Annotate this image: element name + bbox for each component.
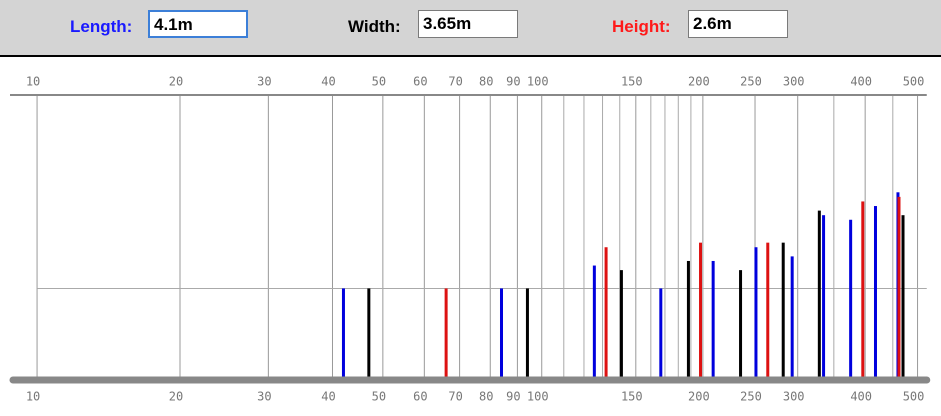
length-label: Length: [70, 17, 133, 36]
x-tick-label-top: 40 [321, 75, 335, 89]
x-tick-label-top: 70 [448, 75, 462, 89]
x-tick-label-bottom: 50 [372, 390, 386, 404]
x-tick-label-top: 200 [688, 75, 710, 89]
x-tick-label-bottom: 500 [903, 390, 925, 404]
x-tick-label-top: 50 [372, 75, 386, 89]
x-tick-label-top: 100 [527, 75, 549, 89]
mode-bar [619, 270, 623, 380]
x-tick-label-bottom: 60 [413, 390, 427, 404]
mode-bar [525, 288, 529, 380]
length-input[interactable]: 4.1m [148, 10, 248, 38]
mode-bar [861, 201, 865, 380]
x-tick-label-bottom: 400 [850, 390, 872, 404]
width-label: Width: [348, 17, 401, 36]
x-tick-label-top: 250 [740, 75, 762, 89]
x-tick-label-top: 80 [479, 75, 493, 89]
x-tick-label-bottom: 10 [26, 390, 40, 404]
x-tick-label-bottom: 80 [479, 390, 493, 404]
x-tick-label-bottom: 250 [740, 390, 762, 404]
width-input[interactable]: 3.65m [418, 10, 518, 38]
mode-bar [766, 242, 770, 380]
toolbar: Length: 4.1m Width: 3.65m Height: 2.6m [0, 0, 941, 57]
x-tick-label-top: 300 [783, 75, 805, 89]
mode-bar [790, 256, 794, 380]
mode-bar [659, 288, 663, 380]
chart: 10 10 20 20 30 30 40 40 50 50 60 60 70 70 80 80 90 90 100 1… [9, 75, 931, 404]
mode-bar [711, 260, 715, 380]
mode-bar [686, 260, 690, 380]
x-tick-label-bottom: 20 [169, 390, 183, 404]
mode-bar [699, 242, 703, 380]
mode-bar [897, 196, 901, 380]
mode-bar [754, 247, 758, 380]
mode-bar [367, 288, 371, 380]
x-tick-label-bottom: 30 [257, 390, 271, 404]
x-tick-label-bottom: 90 [506, 390, 520, 404]
x-tick-label-top: 60 [413, 75, 427, 89]
mode-bar [592, 265, 596, 380]
height-label: Height: [612, 17, 671, 36]
mode-bar [781, 242, 785, 380]
x-tick-label-top: 90 [506, 75, 520, 89]
x-tick-label-bottom: 100 [527, 390, 549, 404]
x-tick-label-bottom: 300 [783, 390, 805, 404]
x-tick-label-top: 10 [26, 75, 40, 89]
mode-bar [604, 247, 608, 380]
mode-bar [499, 288, 503, 380]
x-tick-label-bottom: 200 [688, 390, 710, 404]
mode-bar [822, 215, 826, 380]
mode-bar [817, 210, 821, 380]
mode-bar [444, 288, 448, 380]
mode-bar [739, 270, 743, 380]
mode-bar [901, 215, 905, 380]
height-input[interactable]: 2.6m [688, 10, 788, 38]
x-tick-label-bottom: 150 [621, 390, 643, 404]
x-tick-label-top: 20 [169, 75, 183, 89]
mode-bar [873, 206, 877, 380]
x-tick-label-top: 150 [621, 75, 643, 89]
x-tick-label-top: 30 [257, 75, 271, 89]
mode-bar [341, 288, 345, 380]
x-tick-label-top: 400 [850, 75, 872, 89]
x-tick-label-top: 500 [903, 75, 925, 89]
x-tick-label-bottom: 40 [321, 390, 335, 404]
mode-bar [849, 219, 853, 380]
x-tick-label-bottom: 70 [448, 390, 462, 404]
